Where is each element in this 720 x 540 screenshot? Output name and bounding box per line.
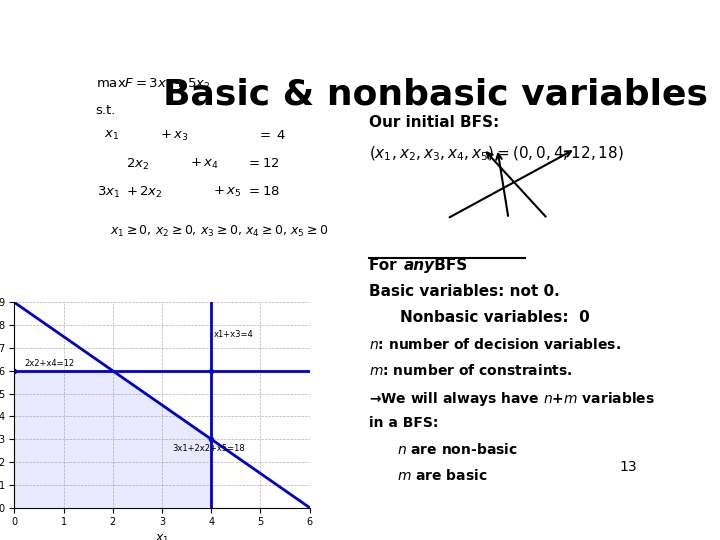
Text: $x_1$: $x_1$ xyxy=(104,129,119,143)
Text: $x_1 \geq 0,\, x_2 \geq 0,\, x_3 \geq 0,\, x_4 \geq 0,\, x_5 \geq 0$: $x_1 \geq 0,\, x_2 \geq 0,\, x_3 \geq 0,… xyxy=(109,224,328,239)
Text: Our initial BFS:: Our initial BFS: xyxy=(369,114,499,130)
Text: $2x_2$: $2x_2$ xyxy=(126,157,150,172)
Text: Basic & nonbasic variables: Basic & nonbasic variables xyxy=(163,77,708,111)
Text: 3x1+2x2+x5=18: 3x1+2x2+x5=18 xyxy=(172,443,245,453)
Text: $+\,x_3$: $+\,x_3$ xyxy=(160,129,188,143)
Text: BFS: BFS xyxy=(428,258,467,273)
Text: $+\,x_4$: $+\,x_4$ xyxy=(190,157,219,171)
Text: any: any xyxy=(404,258,435,273)
Polygon shape xyxy=(14,371,211,508)
Text: in a BFS:: in a BFS: xyxy=(369,416,438,430)
Text: For: For xyxy=(369,258,402,273)
Text: $m$: number of constraints.: $m$: number of constraints. xyxy=(369,363,572,379)
Text: $+\,x_5$: $+\,x_5$ xyxy=(213,185,241,199)
X-axis label: $x_1$: $x_1$ xyxy=(155,533,169,540)
Text: s.t.: s.t. xyxy=(96,104,116,117)
Text: $=12$: $=12$ xyxy=(246,157,280,170)
Text: $=18$: $=18$ xyxy=(246,185,280,198)
Text: $3x_1$: $3x_1$ xyxy=(97,185,120,200)
Text: $n$: number of decision variables.: $n$: number of decision variables. xyxy=(369,337,621,352)
Text: $(x_1, x_2, x_3, x_4, x_5)=(0,0,4,12,18)$: $(x_1, x_2, x_3, x_4, x_5)=(0,0,4,12,18)… xyxy=(369,145,624,163)
Text: Basic variables: not 0.: Basic variables: not 0. xyxy=(369,284,559,299)
Text: $m$ are basic: $m$ are basic xyxy=(397,468,487,483)
Text: Nonbasic variables:  0: Nonbasic variables: 0 xyxy=(400,310,590,325)
Text: x1+x3=4: x1+x3=4 xyxy=(214,329,253,339)
Text: 13: 13 xyxy=(619,461,637,474)
Text: 2x2+x4=12: 2x2+x4=12 xyxy=(24,359,74,368)
Text: $\max F = 3x_1 + 5x_2$: $\max F = 3x_1 + 5x_2$ xyxy=(96,77,210,92)
Text: $n$ are non-basic: $n$ are non-basic xyxy=(397,442,518,457)
Text: →We will always have $n$+$m$ variables: →We will always have $n$+$m$ variables xyxy=(369,389,655,408)
Text: $+\,2x_2$: $+\,2x_2$ xyxy=(126,185,163,200)
Text: $=\;4$: $=\;4$ xyxy=(258,129,287,142)
